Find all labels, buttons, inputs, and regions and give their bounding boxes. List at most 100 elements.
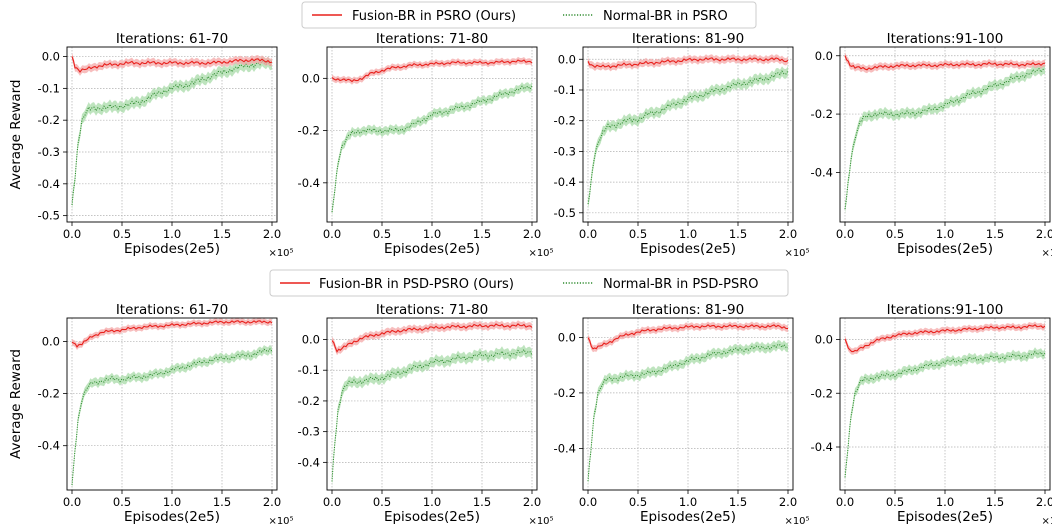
x-axis-label: Episodes(2e5): [897, 241, 993, 257]
normal-variance-band: [332, 344, 532, 487]
fusion-series-line: [331, 323, 533, 353]
x-axis-label: Episodes(2e5): [897, 509, 993, 525]
y-tick-label: -0.2: [298, 394, 320, 408]
y-axis-label: Average Reward: [8, 79, 24, 189]
x-axis-exponent: ×10⁵: [268, 516, 293, 527]
normal-variance-band: [588, 339, 788, 486]
legend-bottom-frame: [269, 269, 789, 297]
y-tick-label: 0.0: [815, 49, 833, 63]
x-tick-label: 2.0: [263, 495, 281, 509]
subplot-title: Iterations: 61-70: [116, 31, 228, 47]
normal-variance-band: [845, 347, 1045, 482]
normal-series-line: [331, 85, 533, 213]
x-tick-label: 1.5: [473, 227, 491, 241]
y-tick-label: -0.4: [554, 175, 576, 189]
y-tick-label: -0.2: [38, 113, 60, 127]
x-axis-label: Episodes(2e5): [124, 509, 220, 525]
y-tick-label: -0.2: [811, 107, 833, 121]
x-tick-label: 0.0: [63, 227, 81, 241]
x-tick-label: 0.5: [373, 495, 391, 509]
legend-bottom-normal-label: Normal-BR in PSD-PSRO: [603, 277, 758, 292]
y-tick-label: -0.5: [38, 209, 60, 223]
x-tick-label: 2.0: [263, 227, 281, 241]
x-tick-label: 1.0: [163, 495, 181, 509]
x-tick-label: 0.0: [836, 495, 854, 509]
subplot-title: Iterations: 61-70: [116, 302, 228, 318]
y-tick-label: -0.2: [38, 387, 60, 401]
legend-bottom: Fusion-BR in PSD-PSRO (Ours) Normal-BR i…: [269, 269, 789, 297]
subplot-4: 0.0 0.5 1.0 1.5 2.0 -0.4 -0.2 0.0 Iterations:91-…: [811, 31, 1052, 259]
normal-series-line: [844, 350, 1046, 478]
x-tick-label: 2.0: [523, 495, 541, 509]
subplot-title: Iterations:91-100: [887, 302, 1004, 318]
subplot-3: 0.0 0.5 1.0 1.5 2.0 -0.5 -0.4 -0.3 -0.2 -0.1 0.0 It…: [554, 31, 810, 259]
x-axis-exponent: ×10⁵: [1041, 248, 1052, 259]
x-axis-exponent: ×10⁵: [784, 248, 809, 259]
x-tick-label: 2.0: [779, 227, 797, 241]
x-tick-label: 1.0: [936, 495, 954, 509]
x-tick-label: 0.0: [579, 227, 597, 241]
subplot-2: 0.0 0.5 1.0 1.5 2.0 -0.4 -0.2 0.0 Iterations: 71…: [298, 31, 554, 259]
x-axis-label: Episodes(2e5): [640, 241, 736, 257]
x-tick-label: 0.5: [629, 495, 647, 509]
y-tick-label: -0.1: [38, 81, 60, 95]
x-tick-label: 2.0: [1036, 495, 1052, 509]
normal-variance-band: [72, 55, 272, 211]
x-tick-label: 0.0: [323, 227, 341, 241]
subplot-1: 0.0 0.5 1.0 1.5 2.0 -0.5 -0.4 -0.3 -0.2 -0.1 0.0 It…: [8, 31, 294, 259]
x-tick-label: 0.5: [629, 227, 647, 241]
x-tick-label: 1.5: [729, 227, 747, 241]
fusion-series-line: [844, 55, 1046, 71]
y-tick-label: -0.4: [554, 441, 576, 455]
x-axis-label: Episodes(2e5): [384, 241, 480, 257]
subplot-8: 0.0 0.5 1.0 1.5 2.0 -0.4 -0.2 0.0 Iterations:91-…: [811, 302, 1052, 527]
x-tick-label: 2.0: [523, 227, 541, 241]
subplot-5: 0.0 0.5 1.0 1.5 2.0 -0.4 -0.2 0.0 Iterations: 61…: [8, 302, 294, 527]
normal-variance-band: [845, 64, 1045, 214]
subplot-7: 0.0 0.5 1.0 1.5 2.0 -0.4 -0.2 0.0 Iterations: 81…: [554, 302, 810, 527]
x-tick-label: 1.5: [986, 495, 1004, 509]
x-tick-label: 0.0: [579, 495, 597, 509]
x-axis-exponent: ×10⁵: [268, 248, 293, 259]
fusion-variance-band: [332, 56, 532, 85]
y-tick-label: -0.2: [811, 386, 833, 400]
fusion-variance-band: [72, 52, 272, 76]
x-tick-label: 1.5: [473, 495, 491, 509]
fusion-variance-band: [588, 321, 788, 353]
x-axis-exponent: ×10⁵: [528, 516, 553, 527]
legend-top-normal-label: Normal-BR in PSRO: [603, 9, 728, 24]
normal-series-line: [587, 70, 789, 204]
normal-variance-band: [72, 344, 272, 490]
x-tick-label: 1.5: [213, 227, 231, 241]
y-tick-label: 0.0: [558, 52, 576, 66]
fusion-variance-band: [845, 52, 1045, 74]
fusion-series-line: [71, 56, 273, 73]
normal-series-line: [71, 348, 273, 486]
fusion-variance-band: [332, 320, 532, 356]
fusion-series-line: [331, 59, 533, 83]
x-axis-label: Episodes(2e5): [124, 241, 220, 257]
y-tick-label: -0.4: [38, 439, 60, 453]
x-tick-label: 0.0: [63, 495, 81, 509]
x-tick-label: 0.5: [373, 227, 391, 241]
fusion-variance-band: [845, 321, 1045, 355]
y-tick-label: -0.5: [554, 206, 576, 220]
legend-top-frame: [301, 1, 757, 29]
y-tick-label: -0.2: [554, 386, 576, 400]
y-tick-label: 0.0: [42, 334, 60, 348]
y-tick-label: 0.0: [302, 333, 320, 347]
plot-frame: [66, 317, 278, 491]
y-tick-label: -0.4: [811, 440, 833, 454]
y-tick-label: -0.2: [554, 114, 576, 128]
x-axis-label: Episodes(2e5): [640, 509, 736, 525]
y-tick-label: -0.3: [38, 145, 60, 159]
y-tick-label: 0.0: [302, 71, 320, 85]
x-axis-exponent: ×10⁵: [528, 248, 553, 259]
x-tick-label: 2.0: [779, 495, 797, 509]
fusion-series-line: [71, 320, 273, 348]
y-tick-label: -0.2: [298, 124, 320, 138]
y-tick-label: -0.4: [811, 165, 833, 179]
normal-series-line: [844, 67, 1046, 210]
fusion-series-line: [587, 324, 789, 350]
